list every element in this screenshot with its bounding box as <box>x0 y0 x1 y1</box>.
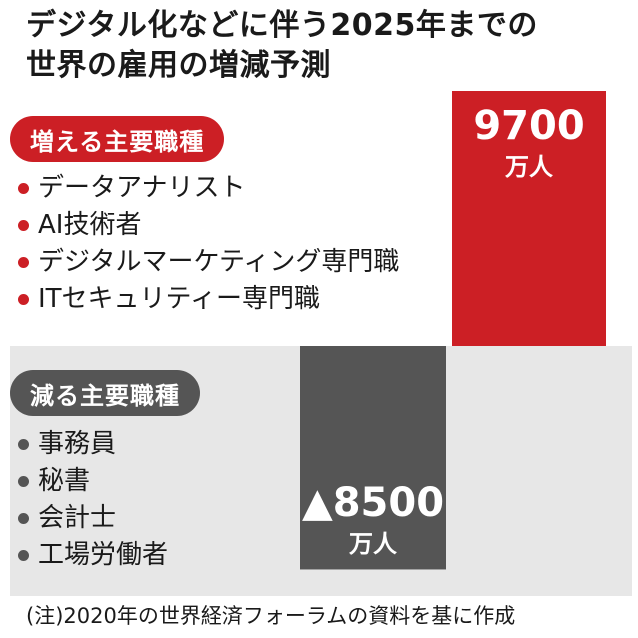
increase-bar <box>452 91 606 346</box>
decrease-value-label: ▲8500 <box>302 480 444 526</box>
bullet-icon <box>18 294 29 305</box>
decrease-category-badge: 減る主要職種 <box>10 370 200 416</box>
increase-list-item: データアナリスト <box>18 170 399 207</box>
title-line-2: 世界の雇用の増減予測 <box>26 48 331 83</box>
decrease-job-label: 事務員 <box>38 429 117 459</box>
bullet-icon <box>18 513 29 524</box>
increase-list-item: ITセキュリティー専門職 <box>18 281 399 318</box>
increase-category-badge: 増える主要職種 <box>10 116 225 162</box>
bullet-icon <box>18 476 29 487</box>
decrease-list-item: 会計士 <box>18 500 168 537</box>
increase-list-item: デジタルマーケティング専門職 <box>18 244 399 281</box>
increase-job-label: ITセキュリティー専門職 <box>38 284 320 314</box>
increase-value-label: 9700 <box>473 103 584 149</box>
increase-job-label: AI技術者 <box>38 210 142 240</box>
bullet-icon <box>18 183 29 194</box>
increase-unit-label: 万人 <box>505 153 553 181</box>
decrease-job-label: 秘書 <box>38 466 91 496</box>
increase-job-list: データアナリスト AI技術者デジタルマーケティング専門職 ITセキュリティー専門職 <box>18 170 399 318</box>
decrease-bar <box>300 346 446 570</box>
increase-list-item: AI技術者 <box>18 207 399 244</box>
decrease-job-label: 会計士 <box>38 503 117 533</box>
title-line-1: デジタル化などに伴う2025年までの <box>26 8 538 43</box>
bullet-icon <box>18 439 29 450</box>
bullet-icon <box>18 550 29 561</box>
footnote: (注)2020年の世界経済フォーラムの資料を基に作成 <box>26 604 516 628</box>
decrease-list-item: 事務員 <box>18 426 168 463</box>
decrease-job-label: 工場労働者 <box>38 540 169 570</box>
bullet-icon <box>18 220 29 231</box>
increase-job-label: デジタルマーケティング専門職 <box>38 247 400 277</box>
decrease-list-item: 工場労働者 <box>18 537 168 574</box>
decrease-list-item: 秘書 <box>18 463 168 500</box>
bullet-icon <box>18 257 29 268</box>
decrease-job-list: 事務員秘書会計士工場労働者 <box>18 426 168 574</box>
chart-title: デジタル化などに伴う2025年までの 世界の雇用の増減予測 <box>26 6 626 86</box>
increase-job-label: データアナリスト <box>38 173 246 203</box>
decrease-unit-label: 万人 <box>349 530 397 558</box>
